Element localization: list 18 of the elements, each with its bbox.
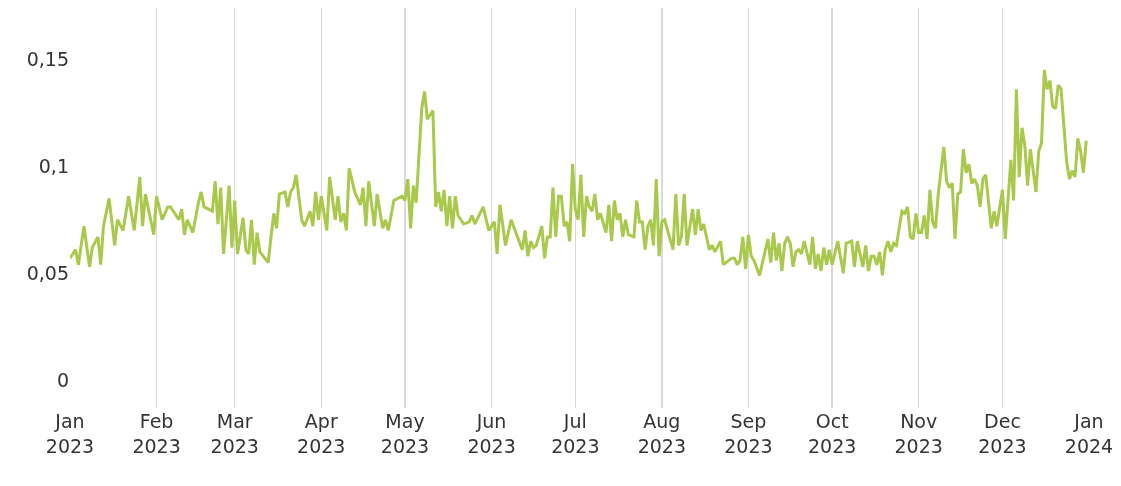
x-tick-label: Jun 2023 (467, 410, 516, 457)
y-tick-label: 0,1 (38, 154, 69, 177)
x-tick-label: Mar 2023 (210, 410, 259, 457)
x-tick-label: Dec 2023 (978, 410, 1027, 457)
x-tick-label: Jan 2023 (45, 410, 95, 457)
y-tick-label: 0,15 (26, 47, 69, 70)
y-tick-label: 0,05 (26, 261, 69, 284)
x-tick-label: Oct 2023 (807, 410, 857, 457)
x-tick-label: Jul 2023 (551, 410, 600, 457)
x-tick-label: Sep 2023 (724, 410, 773, 457)
x-tick-label: Aug 2023 (637, 410, 687, 457)
x-tick-label: May 2023 (380, 410, 430, 457)
x-tick-label: Apr 2023 (297, 410, 346, 457)
x-tick-label: Nov 2023 (894, 410, 943, 457)
y-tick-label: 0 (56, 368, 69, 391)
line-series (70, 68, 1088, 277)
x-tick-label: Jan 2024 (1064, 410, 1114, 457)
x-tick-label: Feb 2023 (132, 410, 181, 457)
